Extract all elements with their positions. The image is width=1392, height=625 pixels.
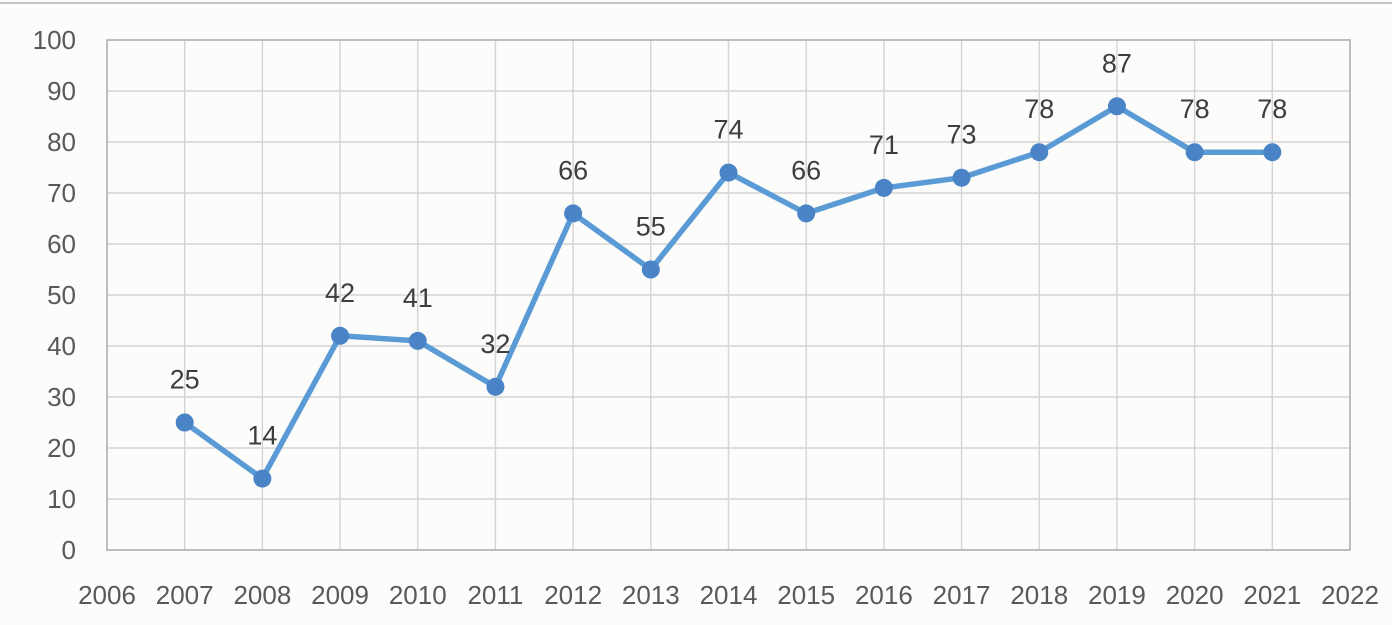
x-axis-tick-label: 2016 (855, 580, 913, 610)
x-axis-tick-label: 2007 (156, 580, 214, 610)
top-border-rule (0, 2, 1392, 4)
x-axis-tick-label: 2013 (622, 580, 680, 610)
y-axis-tick-label: 20 (47, 433, 76, 463)
y-axis-tick-label: 80 (47, 127, 76, 157)
data-label: 42 (325, 278, 355, 308)
plot-area-border (106, 39, 1351, 551)
data-point-marker (175, 413, 194, 432)
data-point-marker (253, 469, 272, 488)
x-axis-tick-label: 2010 (389, 580, 447, 610)
data-point-marker (1030, 143, 1049, 162)
data-label: 71 (869, 130, 899, 160)
data-label: 74 (713, 115, 743, 145)
y-axis-tick-label: 30 (47, 382, 76, 412)
data-label: 87 (1102, 48, 1132, 78)
y-axis-tick-label: 100 (33, 25, 76, 55)
data-label: 14 (247, 421, 277, 451)
data-label: 78 (1257, 94, 1287, 124)
data-point-marker (952, 168, 971, 187)
data-label: 66 (558, 155, 588, 185)
data-point-marker (874, 178, 893, 197)
data-point-marker (564, 204, 583, 223)
x-axis-tick-label: 2021 (1243, 580, 1301, 610)
data-point-marker (641, 260, 660, 279)
data-label: 78 (1180, 94, 1210, 124)
x-axis-tick-label: 2008 (233, 580, 291, 610)
y-axis-tick-label: 70 (47, 178, 76, 208)
data-point-marker (719, 163, 738, 182)
data-point-marker (1107, 97, 1126, 116)
x-axis-tick-label: 2011 (467, 580, 523, 610)
data-label: 25 (170, 365, 200, 395)
x-axis-tick-label: 2019 (1088, 580, 1146, 610)
data-label: 32 (480, 329, 510, 359)
data-point-marker (1263, 143, 1282, 162)
data-point-marker (1185, 143, 1204, 162)
y-axis-tick-label: 90 (47, 76, 76, 106)
x-axis-tick-label: 2017 (933, 580, 991, 610)
y-axis-tick-label: 10 (47, 484, 76, 514)
data-point-marker (797, 204, 816, 223)
data-label: 66 (791, 155, 821, 185)
x-axis-tick-label: 2009 (311, 580, 369, 610)
y-axis-tick-label: 60 (47, 229, 76, 259)
y-axis-tick-label: 40 (47, 331, 76, 361)
x-axis-tick-label: 2022 (1321, 580, 1379, 610)
x-axis-tick-label: 2014 (700, 580, 758, 610)
data-point-marker (486, 377, 505, 396)
x-axis-tick-label: 2020 (1166, 580, 1224, 610)
data-label: 55 (636, 212, 666, 242)
data-label: 41 (403, 283, 433, 313)
x-axis-tick-label: 2006 (78, 580, 136, 610)
x-axis-tick-label: 2018 (1010, 580, 1068, 610)
data-point-marker (408, 331, 427, 350)
data-label: 78 (1024, 94, 1054, 124)
x-axis-tick-label: 2015 (777, 580, 835, 610)
y-axis-tick-label: 50 (47, 280, 76, 310)
data-label: 73 (947, 120, 977, 150)
x-axis-tick-label: 2012 (544, 580, 602, 610)
data-point-marker (331, 326, 350, 345)
y-axis-tick-label: 0 (62, 535, 76, 565)
